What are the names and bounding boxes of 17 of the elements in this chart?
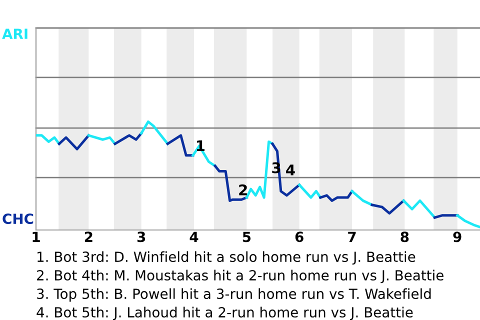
text: ARI bbox=[2, 28, 28, 39]
x-tick-label: 5 bbox=[242, 232, 251, 242]
x-tick-label: 3 bbox=[137, 232, 146, 242]
x-tick-label: 7 bbox=[348, 232, 356, 242]
text: CHC bbox=[2, 214, 34, 224]
text: 4. Bot 5th: J. Lahoud hit a 2-run home run vs J. Beattie bbox=[36, 306, 413, 320]
x-tick-label: 1 bbox=[32, 232, 40, 242]
text: 1. Bot 3rd: D. Winfield hit a solo home run vs J. Beattie bbox=[38, 251, 416, 265]
text: 2. Bot 4th: M. Moustakas hit a 2-run home run vs J. Beattie bbox=[37, 270, 444, 284]
x-tick-label: 8 bbox=[400, 232, 409, 242]
text: 3. Top 5th: B. Powell hit a 3-run home run vs T. Wakefield bbox=[37, 288, 431, 302]
x-tick-label: 2 bbox=[84, 232, 92, 242]
annotation: 2 bbox=[239, 184, 247, 196]
x-tick-label: 6 bbox=[295, 232, 304, 242]
x-tick-label: 9 bbox=[453, 232, 462, 242]
annotation: 4 bbox=[286, 164, 295, 176]
x-tick-label: 4 bbox=[190, 232, 198, 242]
